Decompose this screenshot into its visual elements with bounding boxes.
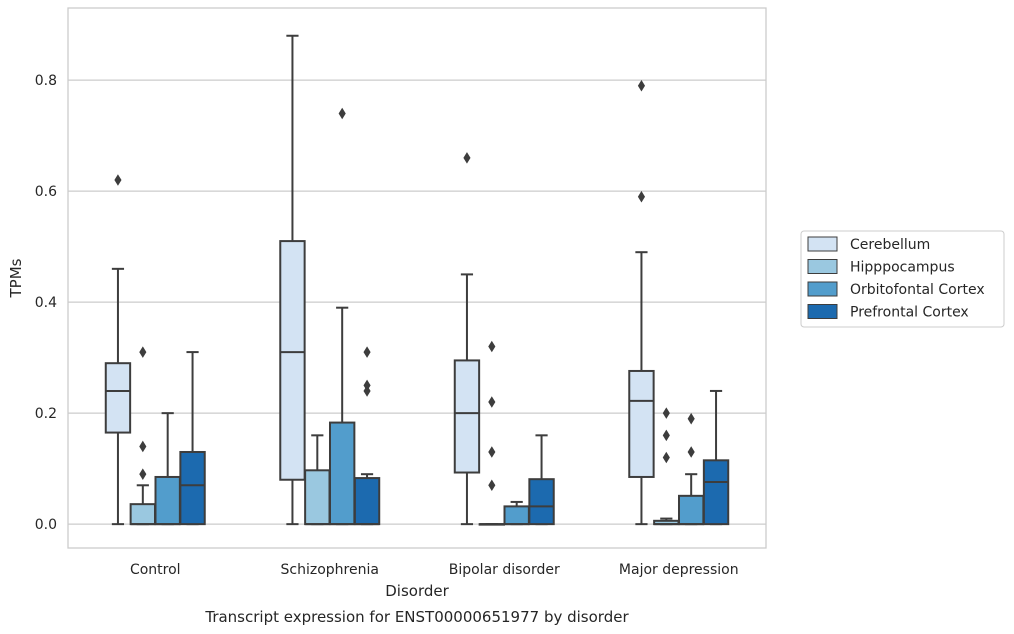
legend-frame	[800, 230, 1005, 328]
legend-label: Orbitofontal Cortex	[850, 282, 985, 298]
legend-label: Prefrontal Cortex	[850, 305, 969, 321]
outlier-point	[488, 446, 496, 458]
y-tick-label: 0.0	[35, 517, 57, 533]
box-body	[677, 494, 705, 526]
chart-title: Transcript expression for ENST0000065197…	[204, 608, 629, 626]
box-body	[528, 478, 555, 526]
y-tick-labels: 0.0 0.2 0.4 0.6 0.8	[35, 73, 57, 533]
box-body	[304, 469, 331, 526]
box-group	[353, 346, 381, 526]
box-group	[179, 351, 206, 526]
outlier-point	[338, 107, 346, 120]
outlier-point	[139, 346, 147, 358]
outlier-point	[488, 340, 496, 353]
box-group	[503, 500, 530, 526]
box-group	[702, 389, 730, 526]
legend-label: Cerebellum	[850, 237, 930, 253]
box-body	[129, 503, 157, 526]
box-group	[528, 434, 555, 526]
box-body	[453, 359, 481, 474]
box-group	[653, 407, 680, 526]
legend: Cerebellum Hipppocampus Orbitofontal Corte…	[800, 230, 1005, 328]
box-group	[279, 34, 306, 526]
box-body	[279, 240, 306, 481]
outlier-point	[139, 468, 147, 480]
y-tick-label: 0.8	[35, 73, 57, 89]
y-axis-title: TPMs	[7, 258, 25, 298]
box-body	[179, 450, 206, 526]
outlier-point	[463, 152, 471, 164]
plot-frame	[67, 7, 767, 549]
x-tick-label: Schizophrenia	[281, 562, 379, 578]
legend-label: Hipppocampus	[850, 260, 955, 276]
legend-swatch	[807, 281, 838, 297]
box-group	[628, 79, 655, 526]
box-body	[503, 505, 530, 526]
y-tick-label: 0.2	[35, 406, 57, 422]
outlier-point	[488, 479, 496, 492]
x-tick-label: Bipolar disorder	[449, 562, 560, 578]
legend-swatch	[807, 259, 838, 274]
outlier-point	[139, 440, 147, 453]
legend-swatch	[807, 236, 838, 252]
box-group	[677, 412, 705, 526]
outlier-point	[363, 379, 371, 392]
box-group	[304, 434, 331, 526]
outlier-point	[114, 174, 122, 186]
box-group	[328, 107, 356, 526]
box-group	[104, 174, 132, 526]
y-tick-label: 0.4	[35, 295, 57, 311]
box-group	[154, 412, 181, 526]
box-body	[628, 369, 655, 478]
box-body	[154, 475, 181, 526]
box-group	[478, 340, 506, 526]
outlier-point	[637, 190, 646, 203]
box-body	[702, 459, 730, 526]
outlier-point	[687, 412, 695, 425]
box-group	[453, 152, 481, 526]
outlier-point	[363, 346, 371, 358]
outlier-point	[637, 79, 646, 92]
outlier-point	[687, 446, 695, 458]
x-tick-label: Major depression	[619, 562, 739, 578]
legend-swatch	[807, 304, 838, 319]
x-tick-labels: Control Schizophrenia Bipolar disorder Majo…	[130, 562, 739, 578]
x-tick-label: Control	[130, 562, 181, 578]
outlier-point	[488, 396, 496, 408]
x-axis-title: Disorder	[385, 582, 449, 600]
y-tick-label: 0.6	[35, 184, 57, 200]
boxes	[104, 34, 730, 526]
outlier-point	[662, 407, 670, 419]
box-body	[328, 421, 356, 526]
outlier-point	[662, 429, 670, 442]
box-body	[104, 362, 132, 434]
box-body	[353, 477, 381, 526]
outlier-point	[662, 451, 670, 464]
plot-background	[68, 8, 766, 548]
